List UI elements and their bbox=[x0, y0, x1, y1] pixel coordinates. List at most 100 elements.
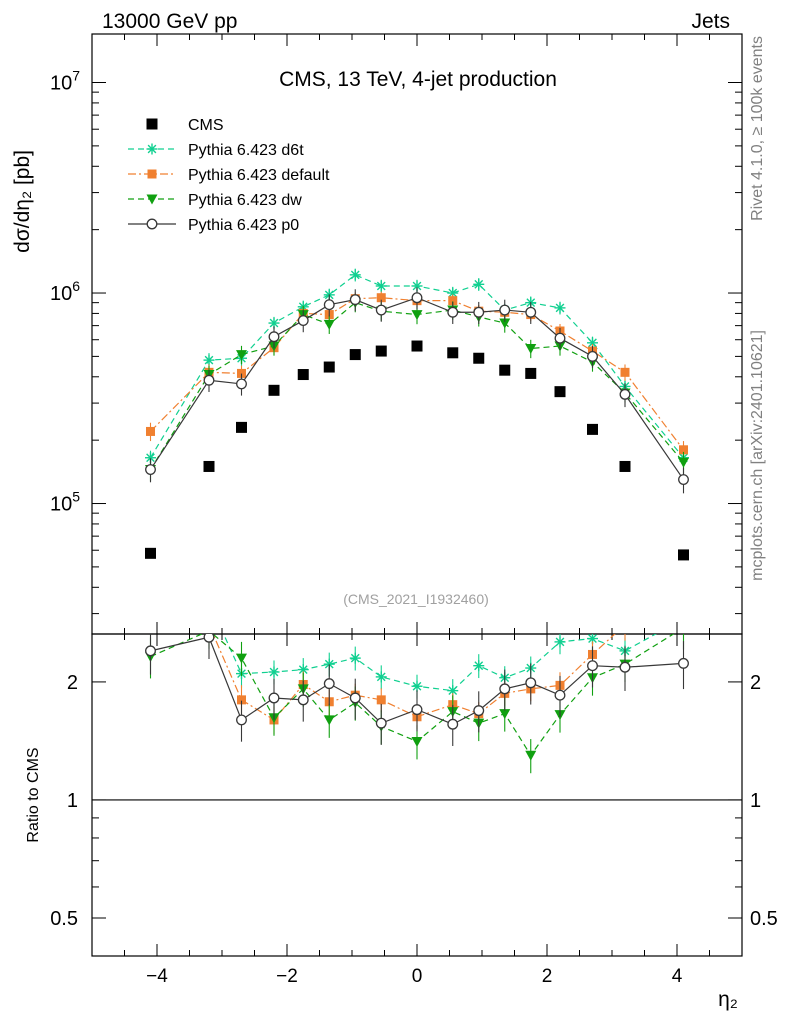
data-point-default bbox=[448, 296, 458, 306]
data-point-cms bbox=[619, 460, 631, 472]
data-point-cms bbox=[203, 460, 215, 472]
data-point-cms bbox=[447, 347, 459, 359]
data-point-d6t bbox=[349, 269, 361, 281]
legend-marker-default bbox=[147, 169, 157, 179]
main-data-layer bbox=[145, 268, 689, 561]
ratio-point-default bbox=[621, 620, 630, 629]
data-point-cms bbox=[499, 364, 511, 376]
series-line-p0 bbox=[149, 297, 684, 480]
series-cms bbox=[145, 340, 689, 561]
data-point-p0 bbox=[619, 388, 631, 400]
data-point-cms bbox=[554, 386, 566, 398]
data-point-default bbox=[620, 367, 630, 377]
ratio-point-p0 bbox=[297, 694, 309, 706]
data-point-p0 bbox=[411, 292, 423, 304]
rivet-label: Rivet 4.1.0, ≥ 100k events bbox=[749, 36, 766, 221]
ratio-point-p0 bbox=[411, 704, 423, 716]
data-point-p0 bbox=[447, 306, 459, 318]
data-point-cms bbox=[349, 349, 361, 361]
ratio-data-layer bbox=[145, 568, 689, 774]
ratio-point-dw bbox=[678, 623, 689, 633]
ratio-point-d6t bbox=[411, 680, 423, 692]
series-line-dw bbox=[149, 301, 684, 470]
main-y-tick-label: 106 bbox=[50, 278, 80, 305]
ratio-point-p0 bbox=[678, 657, 689, 669]
legend-entry-p0: Pythia 6.423 p0 bbox=[128, 217, 299, 234]
data-point-p0 bbox=[323, 299, 335, 311]
ratio-point-p0 bbox=[236, 714, 247, 726]
ratio-y-tick-label: 2 bbox=[67, 672, 78, 694]
legend-entry-default: Pythia 6.423 default bbox=[128, 167, 330, 184]
data-point-p0 bbox=[375, 304, 387, 316]
legend-label-dw: Pythia 6.423 dw bbox=[188, 192, 302, 209]
ratio-point-d6t bbox=[554, 636, 566, 648]
data-point-cms bbox=[525, 367, 537, 379]
ratio-point-d6t bbox=[145, 613, 156, 624]
data-point-d6t bbox=[411, 280, 423, 292]
main-y-tick-label: 107 bbox=[50, 68, 80, 95]
ratio-point-dw bbox=[236, 653, 247, 664]
ratio-point-d6t bbox=[473, 660, 485, 672]
ratio-point-p0 bbox=[323, 678, 335, 690]
header-left: 13000 GeV pp bbox=[102, 10, 237, 33]
legend-entry-cms: CMS bbox=[146, 117, 224, 134]
legend-label-p0: Pythia 6.423 p0 bbox=[188, 217, 299, 234]
legend-entry-dw: Pythia 6.423 dw bbox=[128, 192, 302, 209]
ratio-y-tick-label: 1 bbox=[67, 790, 78, 812]
ratio-axis-ticks: −4 −2 0 2 4 0.5 0.5 1 1 2 2 bbox=[50, 634, 778, 987]
ratio-point-p0 bbox=[473, 705, 485, 717]
x-tick-label: 0 bbox=[412, 966, 423, 987]
ratio-point-p0 bbox=[619, 661, 631, 673]
ratio-point-dw bbox=[525, 750, 537, 761]
ratio-point-d6t bbox=[268, 666, 280, 678]
ratio-point-default bbox=[205, 620, 214, 629]
x-tick-label: −2 bbox=[276, 966, 298, 987]
data-point-cms bbox=[297, 369, 309, 381]
data-point-p0 bbox=[499, 304, 511, 316]
mcplots-label: mcplots.cern.ch [arXiv:2401.10621] bbox=[749, 330, 766, 581]
data-point-cms bbox=[145, 547, 156, 559]
data-point-cms bbox=[323, 361, 335, 373]
data-point-cms bbox=[473, 352, 485, 364]
data-point-d6t bbox=[473, 278, 485, 290]
data-point-default bbox=[237, 368, 246, 378]
ratio-point-p0 bbox=[554, 689, 566, 701]
data-point-cms bbox=[236, 421, 247, 433]
ratio-point-d6t bbox=[375, 671, 387, 683]
ratio-series-p0 bbox=[145, 634, 689, 747]
series-dw bbox=[145, 293, 689, 482]
ratio-y-tick-label-right: 1 bbox=[750, 790, 761, 812]
ratio-point-d6t bbox=[204, 596, 215, 607]
legend-label-cms: CMS bbox=[188, 117, 224, 134]
chart-title: CMS, 13 TeV, 4-jet production bbox=[279, 68, 557, 91]
ratio-point-default bbox=[679, 603, 688, 612]
data-point-default bbox=[376, 293, 386, 303]
ratio-point-dw bbox=[499, 709, 511, 720]
x-tick-label: −4 bbox=[146, 966, 168, 987]
data-point-d6t bbox=[447, 287, 459, 299]
data-point-dw bbox=[411, 310, 423, 321]
data-point-p0 bbox=[349, 294, 361, 306]
ratio-y-tick-label-right: 0.5 bbox=[750, 908, 778, 930]
data-point-d6t bbox=[554, 302, 566, 314]
legend-label-d6t: Pythia 6.423 d6t bbox=[188, 142, 304, 159]
main-y-axis-label: dσ/dη₂ [pb] bbox=[11, 150, 34, 253]
ratio-point-p0 bbox=[499, 683, 511, 695]
data-point-p0 bbox=[297, 315, 309, 326]
data-point-cms bbox=[268, 384, 280, 396]
legend-marker-dw bbox=[146, 194, 158, 205]
ratio-point-p0 bbox=[525, 677, 537, 689]
ratio-y-tick-label: 0.5 bbox=[50, 908, 78, 930]
legend-label-default: Pythia 6.423 default bbox=[188, 167, 330, 184]
analysis-watermark: (CMS_2021_I1932460) bbox=[343, 591, 489, 607]
data-point-cms bbox=[411, 340, 423, 352]
data-point-d6t bbox=[203, 354, 215, 366]
ratio-point-default bbox=[146, 568, 155, 577]
ratio-point-dw bbox=[323, 715, 335, 726]
data-point-p0 bbox=[236, 378, 247, 390]
ratio-point-p0 bbox=[447, 718, 459, 730]
ratio-point-d6t bbox=[678, 613, 689, 624]
ratio-point-p0 bbox=[145, 645, 156, 657]
data-point-dw bbox=[525, 344, 537, 355]
